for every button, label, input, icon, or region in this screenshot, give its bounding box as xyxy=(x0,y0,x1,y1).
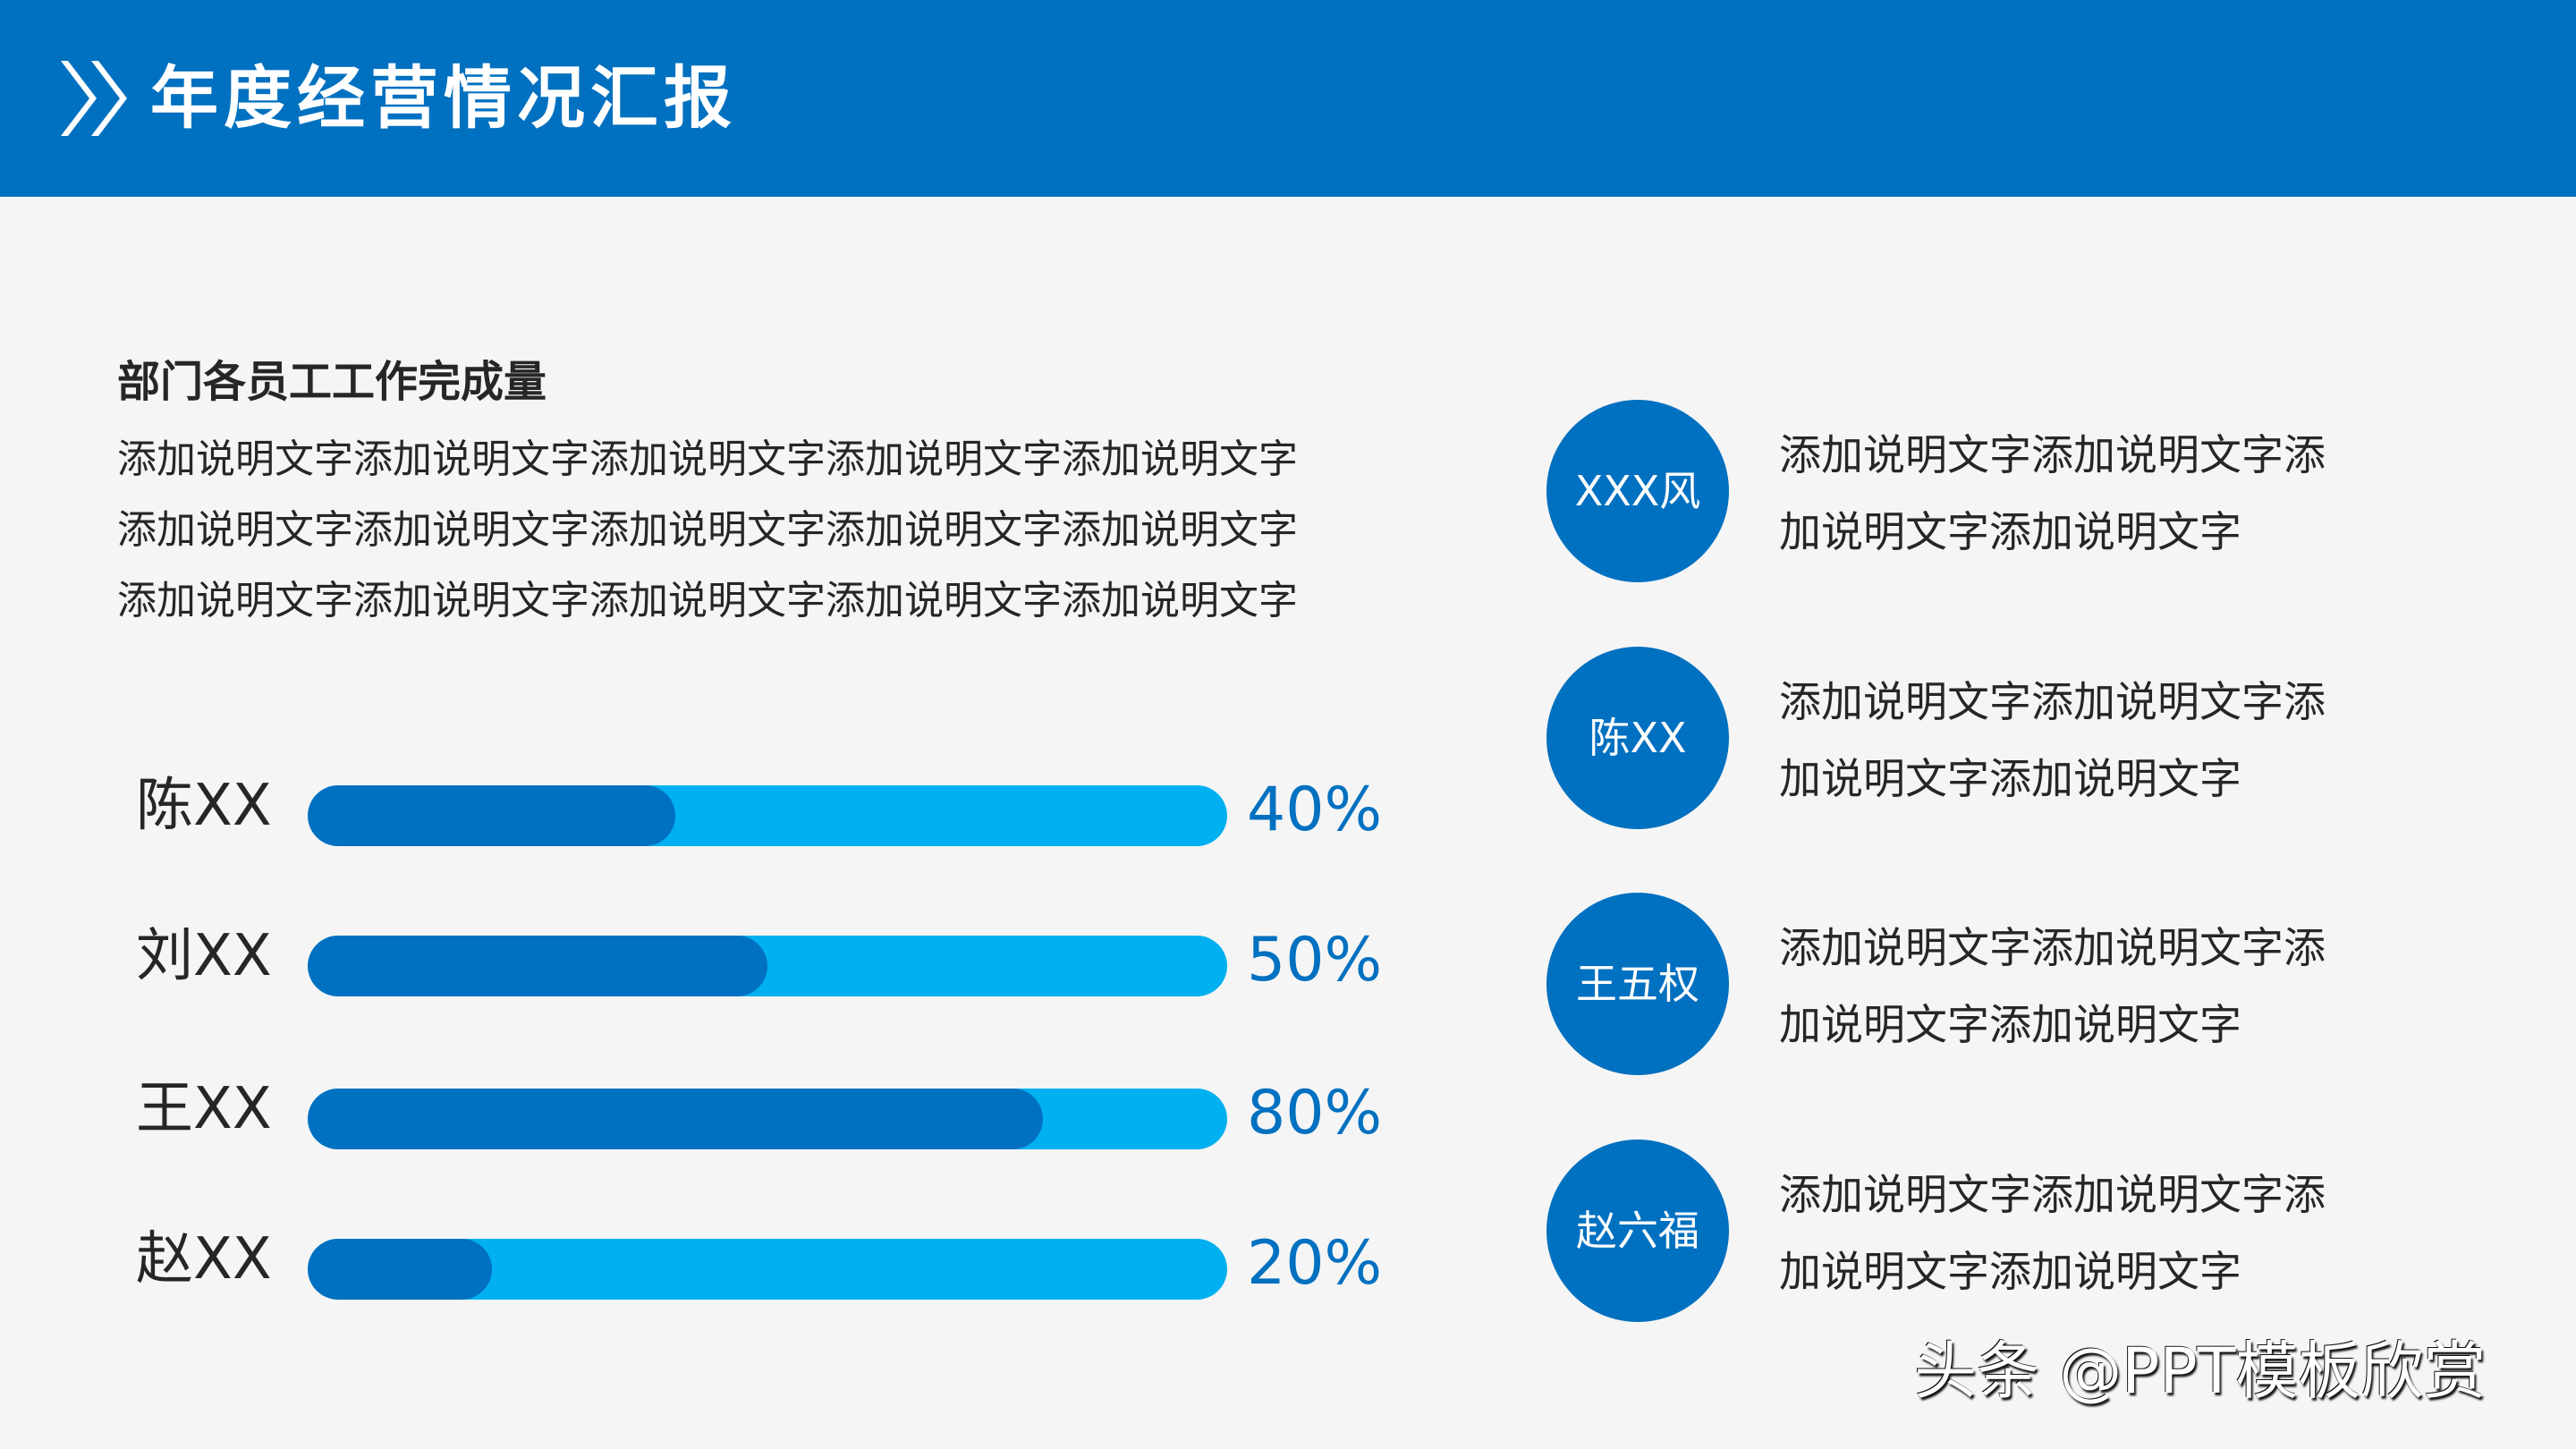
progress-fill xyxy=(308,936,767,996)
page-title: 年度经营情况汇报 xyxy=(150,58,737,138)
paragraph-line: 添加说明文字添加说明文字添加说明文字添加说明文字添加说明文字 xyxy=(117,507,1298,553)
employee-name: 陈XX xyxy=(136,773,272,839)
person-name: 赵六福 xyxy=(1576,1207,1699,1255)
person-description: 添加说明文字添加说明文字添 加说明文字添加说明文字 xyxy=(1779,418,2326,572)
progress-track xyxy=(308,1239,1227,1300)
section-title: 部门各员工工作完成量 xyxy=(117,357,547,407)
description-line: 加说明文字添加说明文字 xyxy=(1779,1248,2241,1297)
description-line: 添加说明文字添加说明文字添 xyxy=(1779,431,2326,480)
progress-track xyxy=(308,936,1227,996)
progress-percent: 50% xyxy=(1247,925,1383,996)
progress-percent: 40% xyxy=(1247,775,1383,845)
person-description: 添加说明文字添加说明文字添 加说明文字添加说明文字 xyxy=(1779,665,2326,818)
person-avatar-circle: XXX风 xyxy=(1546,400,1729,582)
description-line: 添加说明文字添加说明文字添 xyxy=(1779,924,2326,973)
person-card: XXX风 添加说明文字添加说明文字添 加说明文字添加说明文字 xyxy=(1546,400,2441,582)
employee-name: 赵XX xyxy=(136,1226,272,1292)
description-line: 加说明文字添加说明文字 xyxy=(1779,508,2241,557)
description-line: 加说明文字添加说明文字 xyxy=(1779,1001,2241,1050)
person-avatar-circle: 王五权 xyxy=(1546,893,1729,1075)
person-avatar-circle: 陈XX xyxy=(1546,647,1729,829)
progress-row: 刘XX 50% xyxy=(0,923,1431,996)
double-chevron-right-icon xyxy=(61,61,127,136)
employee-name: 刘XX xyxy=(136,923,272,989)
person-card: 陈XX 添加说明文字添加说明文字添 加说明文字添加说明文字 xyxy=(1546,647,2441,829)
description-line: 加说明文字添加说明文字 xyxy=(1779,755,2241,804)
progress-row: 王XX 80% xyxy=(0,1076,1431,1149)
progress-fill xyxy=(308,785,676,846)
person-card: 王五权 添加说明文字添加说明文字添 加说明文字添加说明文字 xyxy=(1546,893,2441,1075)
person-description: 添加说明文字添加说明文字添 加说明文字添加说明文字 xyxy=(1779,1157,2326,1311)
progress-fill xyxy=(308,1089,1044,1149)
header-bar: 年度经营情况汇报 xyxy=(0,0,2576,197)
watermark: 头条 @PPT模板欣赏 xyxy=(1914,1335,2487,1408)
description-line: 添加说明文字添加说明文字添 xyxy=(1779,678,2326,727)
progress-percent: 80% xyxy=(1247,1078,1383,1148)
paragraph-line: 添加说明文字添加说明文字添加说明文字添加说明文字添加说明文字 xyxy=(117,436,1298,482)
progress-row: 陈XX 40% xyxy=(0,773,1431,846)
person-description: 添加说明文字添加说明文字添 加说明文字添加说明文字 xyxy=(1779,911,2326,1064)
description-line: 添加说明文字添加说明文字添 xyxy=(1779,1171,2326,1220)
progress-fill xyxy=(308,1239,492,1300)
paragraph-line: 添加说明文字添加说明文字添加说明文字添加说明文字添加说明文字 xyxy=(117,578,1298,623)
description-paragraph: 添加说明文字添加说明文字添加说明文字添加说明文字添加说明文字 添加说明文字添加说… xyxy=(117,424,1298,636)
progress-row: 赵XX 20% xyxy=(0,1226,1431,1300)
person-name: XXX风 xyxy=(1574,467,1701,515)
progress-track xyxy=(308,785,1227,846)
employee-name: 王XX xyxy=(136,1076,272,1142)
person-avatar-circle: 赵六福 xyxy=(1546,1140,1729,1322)
progress-track xyxy=(308,1089,1227,1149)
person-card: 赵六福 添加说明文字添加说明文字添 加说明文字添加说明文字 xyxy=(1546,1140,2441,1322)
person-name: 陈XX xyxy=(1589,714,1687,762)
progress-percent: 20% xyxy=(1247,1228,1383,1299)
person-name: 王五权 xyxy=(1576,960,1699,1008)
